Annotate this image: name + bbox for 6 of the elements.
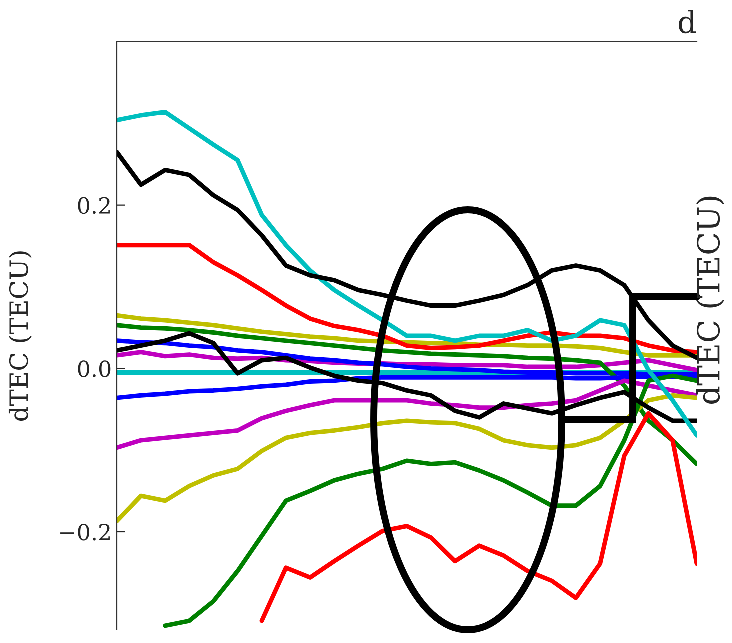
annotation: dTEC (TECU) bbox=[696, 196, 724, 404]
y-tick-label: 0.2 bbox=[78, 197, 110, 214]
y-tick-label: 0.0 bbox=[78, 360, 111, 378]
chart-title: d bbox=[678, 10, 696, 34]
y-tick-label: −0.2 bbox=[60, 524, 110, 541]
y-axis-title: dTEC (TECU) bbox=[8, 252, 32, 422]
